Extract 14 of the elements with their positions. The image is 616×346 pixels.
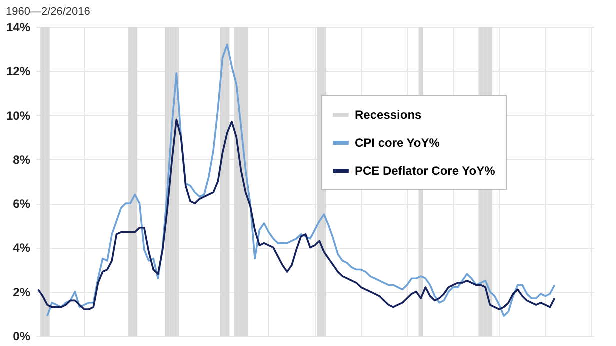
y-tick-label: 6% (13, 197, 31, 212)
y-tick-label: 8% (13, 152, 31, 167)
legend-label: Recessions (355, 108, 422, 122)
line-series (37, 118, 556, 310)
y-tick-label: 12% (6, 64, 31, 79)
y-tick-label: 10% (6, 108, 31, 123)
y-tick-label: 2% (13, 285, 31, 300)
legend-label: CPI core YoY% (355, 136, 440, 150)
chart-title: 1960—2/26/2016 (6, 6, 90, 18)
y-tick-label: 4% (13, 241, 31, 256)
y-tick-label: 14% (6, 20, 31, 34)
line-series (46, 44, 556, 318)
y-tick-label: 0% (13, 330, 31, 344)
legend-label: PCE Deflator Core YoY% (355, 164, 496, 178)
